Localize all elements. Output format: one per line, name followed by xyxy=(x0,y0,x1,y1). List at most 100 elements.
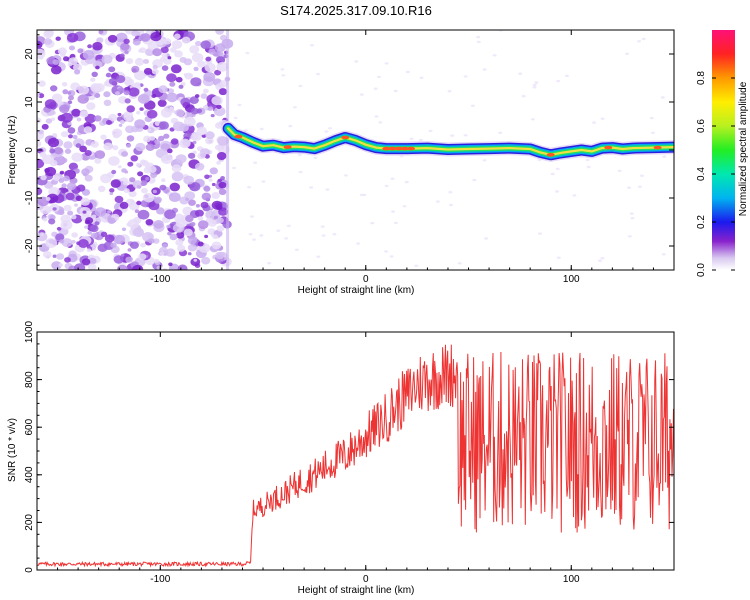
noise-blob xyxy=(175,154,187,164)
noise-speck xyxy=(662,155,667,158)
noise-blob xyxy=(107,217,116,224)
noise-blob xyxy=(150,31,162,42)
noise-blob xyxy=(123,188,130,194)
noise-blob xyxy=(152,238,160,244)
noise-blob xyxy=(37,93,40,98)
noise-blob xyxy=(76,184,86,192)
noise-blob xyxy=(204,62,216,73)
noise-blob xyxy=(175,76,183,83)
noise-blob xyxy=(137,94,150,104)
noise-blob xyxy=(98,30,104,35)
noise-blob xyxy=(208,48,216,55)
noise-blob xyxy=(85,217,94,224)
noise-blob xyxy=(203,72,216,82)
noise-blob xyxy=(161,53,168,58)
noise-blob xyxy=(175,239,184,246)
noise-blob xyxy=(108,78,117,85)
noise-blob xyxy=(40,175,47,181)
noise-blob xyxy=(49,159,58,167)
snr-ylabel: SNR (10 * v/v) xyxy=(7,418,18,482)
noise-speck xyxy=(294,248,299,251)
x-tick-label: 100 xyxy=(563,274,580,285)
noise-blob xyxy=(52,207,57,211)
noise-blob xyxy=(161,154,173,165)
noise-blob xyxy=(190,77,202,87)
track-core xyxy=(227,127,674,156)
noise-blob xyxy=(164,209,176,220)
noise-speck xyxy=(359,193,364,197)
noise-blob xyxy=(161,178,166,182)
noise-blob xyxy=(176,231,185,239)
noise-blob xyxy=(161,65,169,71)
noise-blob xyxy=(127,161,134,167)
noise-blob xyxy=(191,52,204,63)
noise-blob xyxy=(83,172,88,177)
noise-blob xyxy=(60,112,73,123)
noise-blob xyxy=(158,135,165,142)
noise-speck xyxy=(600,257,605,260)
noise-blob xyxy=(185,214,194,223)
noise-blob xyxy=(153,220,164,229)
noise-blob xyxy=(90,77,96,82)
colorbar-ticks: 0.0 0.2 0.4 0.6 0.8 xyxy=(696,71,735,277)
noise-speck xyxy=(661,253,666,256)
noise-blob xyxy=(158,121,169,130)
noise-blob xyxy=(134,70,146,81)
x-tick-label: 0 xyxy=(363,274,369,285)
noise-speck xyxy=(402,205,407,208)
noise-blob xyxy=(128,87,140,97)
noise-blob xyxy=(60,131,69,138)
noise-blob xyxy=(86,102,96,110)
y-tick-label: 400 xyxy=(24,466,35,483)
noise-blob xyxy=(76,117,82,122)
noise-blob xyxy=(84,225,89,229)
noise-blob xyxy=(91,71,98,78)
noise-blob xyxy=(205,131,215,140)
noise-blob xyxy=(68,134,73,139)
noise-blob xyxy=(125,58,134,65)
noise-speck xyxy=(343,174,348,177)
noise-blob xyxy=(146,109,158,119)
noise-blob xyxy=(175,109,185,117)
noise-blob xyxy=(67,127,76,134)
noise-blob xyxy=(114,195,124,203)
noise-blob xyxy=(94,207,107,217)
colorbar-tick-label: 0.0 xyxy=(696,263,707,277)
noise-blob xyxy=(211,192,220,199)
noise-speck xyxy=(586,165,591,169)
noise-blob xyxy=(141,160,149,167)
noise-blob xyxy=(92,41,103,51)
noise-blob xyxy=(152,64,158,70)
noise-blob xyxy=(103,142,113,151)
noise-blob xyxy=(50,85,58,92)
noise-blob xyxy=(163,133,170,139)
noise-blob xyxy=(136,200,142,206)
noise-blob xyxy=(145,219,154,226)
noise-speck xyxy=(384,250,389,253)
noise-blob xyxy=(79,145,87,153)
noise-blob xyxy=(216,152,227,160)
spectrogram-xlabel: Height of straight line (km) xyxy=(298,285,415,296)
noise-blob xyxy=(63,56,69,62)
track-peak xyxy=(283,145,292,149)
noise-blob xyxy=(90,83,101,93)
noise-blob xyxy=(45,238,58,248)
noise-blob xyxy=(211,241,222,250)
snr-xlabel: Height of straight line (km) xyxy=(298,585,415,596)
noise-blob xyxy=(212,234,219,240)
noise-blob xyxy=(61,183,67,188)
noise-blob xyxy=(211,200,223,210)
noise-blob xyxy=(190,257,201,267)
noise-blob xyxy=(129,177,136,183)
noise-blob xyxy=(42,217,48,222)
noise-blob xyxy=(134,119,146,129)
noise-blob xyxy=(37,187,43,196)
noise-speck xyxy=(521,95,526,98)
noise-blob xyxy=(124,50,129,55)
noise-speck xyxy=(625,52,630,55)
noise-blob xyxy=(72,134,78,140)
noise-blob xyxy=(213,215,218,220)
noise-blob xyxy=(207,228,216,235)
noise-blob xyxy=(109,192,114,196)
y-tick-label: -10 xyxy=(24,190,35,205)
